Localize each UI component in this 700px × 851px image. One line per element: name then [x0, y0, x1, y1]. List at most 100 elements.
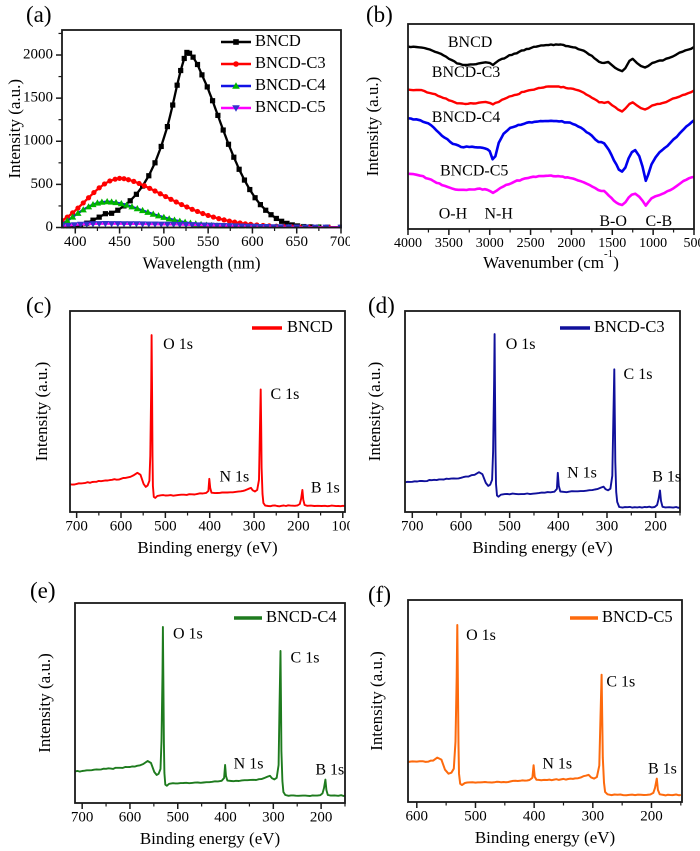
panel-e-chart: 700 600 500 400 300 200 Binding energy (eV) Int…: [35, 602, 346, 848]
panel-f-xtick-400: 400: [523, 809, 546, 825]
panel-b-annotation-6: B-O: [599, 213, 627, 230]
panel-c-series-BNCD: [69, 334, 346, 508]
panel-d-xtick-300: 300: [596, 519, 619, 535]
panel-a-xtick-700: 700: [330, 234, 350, 250]
panel-b-series-BNCD-C4: [407, 117, 695, 183]
panel-e-frame: [74, 602, 346, 804]
panel-e-xtick-400: 400: [214, 810, 237, 826]
svg-text:BNCD-C4: BNCD-C4: [266, 607, 337, 626]
panel-d-legend-item-0: BNCD-C3: [560, 317, 665, 336]
svg-text:BNCD-C5: BNCD-C5: [602, 607, 673, 626]
panel-f-frame: [407, 599, 683, 803]
panel-b-xtick-500: 500: [684, 236, 700, 251]
panel-c-xtick-100: 100: [332, 519, 350, 535]
panel-a-letter: (a): [26, 2, 52, 27]
panel-a-legend-item-1: BNCD-C3: [221, 53, 326, 72]
panel-b-annotation-7: C-B: [646, 213, 673, 230]
panel-a-series-BNCD-C5: [61, 221, 342, 229]
panel-a-xtick-400: 400: [64, 234, 87, 250]
panel-f-annotation-3: B 1s: [648, 760, 677, 777]
panel-c-chart: 700 600 500 400 300 200 100 Binding energy (eV)…: [32, 310, 350, 557]
panel-d-xtick-700: 700: [401, 519, 424, 535]
panel-c-annotation-3: B 1s: [311, 480, 340, 497]
panel-c-xtick-500: 500: [154, 519, 177, 535]
panel-c-xtick-700: 700: [65, 519, 88, 535]
panel-e-letter: (e): [30, 578, 56, 603]
panel-a-ytick-1500: 1500: [23, 90, 53, 106]
panel-c-frame: [69, 310, 346, 513]
panel-e-legend-item-0: BNCD-C4: [234, 607, 337, 626]
panel-b-xlabel: Wavenumber (cm-1): [483, 248, 619, 272]
panel-e-annotation-1: C 1s: [291, 650, 320, 667]
panel-e-annotation-0: O 1s: [173, 626, 203, 643]
panel-e-ylabel: Intensity (a.u.): [35, 653, 54, 753]
panel-d-xtick-400: 400: [547, 519, 570, 535]
svg-text:BNCD: BNCD: [287, 317, 333, 336]
panel-c: (c) 700 600 500 400 300 200 100 Binding energy …: [0, 285, 350, 570]
panel-e-xtick-200: 200: [310, 810, 333, 826]
panel-b-ylabel: Intensity (a.u.): [363, 77, 382, 177]
panel-c-legend-item-0: BNCD: [252, 317, 333, 336]
panel-b-xtick-4000: 4000: [394, 236, 422, 251]
panel-f-legend-item-0: BNCD-C5: [570, 607, 673, 626]
panel-a-legend-item-3: BNCD-C5: [221, 97, 326, 116]
panel-d-xtick-600: 600: [450, 519, 473, 535]
panel-f-xlabel: Binding energy (eV): [475, 828, 615, 847]
panel-f-xtick-600: 600: [406, 809, 429, 825]
panel-f-ylabel: Intensity (a.u.): [367, 651, 386, 751]
panel-b-series-BNCD-C3: [407, 85, 695, 113]
panel-c-annotation-0: O 1s: [163, 336, 193, 353]
svg-text:BNCD-C5: BNCD-C5: [255, 97, 326, 116]
panel-e: (e) 700 600 500 400 300 200 Binding energy (eV…: [0, 570, 350, 851]
panel-b-xtick-3500: 3500: [435, 236, 463, 251]
panel-f-series-BNCD-C5: [407, 624, 682, 797]
panel-c-xtick-400: 400: [198, 519, 221, 535]
panel-b-xtick-2000: 2000: [557, 236, 585, 251]
panel-d-ylabel: Intensity (a.u.): [365, 362, 384, 462]
panel-a-ytick-1000: 1000: [23, 133, 53, 149]
panel-a-xtick-650: 650: [285, 234, 308, 250]
panel-d-annotation-2: N 1s: [567, 464, 597, 481]
panel-c-letter: (c): [26, 293, 52, 318]
panel-f: (f) 600 500 400 300 200 Binding energy (eV) In…: [350, 570, 700, 851]
panel-d: (d) 700 600 500 400 300 200 Binding energy (eV…: [350, 285, 700, 570]
panel-d-xtick-200: 200: [644, 519, 667, 535]
panel-b-series-BNCD-C5: [407, 172, 695, 207]
panel-a-ytick-2000: 2000: [23, 46, 53, 62]
panel-d-annotation-3: B 1s: [652, 469, 681, 486]
panel-e-xtick-700: 700: [71, 810, 94, 826]
panel-b-annotation-4: O-H: [439, 205, 468, 222]
panel-a-xtick-600: 600: [241, 234, 264, 250]
panel-c-xtick-200: 200: [287, 519, 310, 535]
panel-a-chart: 400 450 500 550 600 650 700 0 500 1000 1500 2000 Wav…: [5, 29, 350, 273]
panel-b-annotation-3: BNCD-C5: [440, 162, 508, 179]
panel-a-ylabel: Intensity (a.u.): [5, 79, 24, 179]
panel-c-xtick-600: 600: [110, 519, 133, 535]
panel-b: (b) 4000 3500 3000 2500 2000 1500 1000 500 Waven…: [350, 0, 700, 285]
panel-d-xlabel: Binding energy (eV): [472, 538, 612, 557]
panel-f-annotation-1: C 1s: [606, 673, 635, 690]
panel-b-xtick-1500: 1500: [598, 236, 626, 251]
panel-a-xtick-500: 500: [153, 234, 176, 250]
panel-e-xtick-500: 500: [166, 810, 189, 826]
panel-a-legend-item-0: BNCD: [221, 31, 301, 50]
panel-f-annotation-2: N 1s: [542, 755, 572, 772]
panel-b-xtick-2500: 2500: [517, 236, 545, 251]
panel-e-annotation-2: N 1s: [234, 756, 264, 773]
panel-c-xlabel: Binding energy (eV): [137, 538, 277, 557]
panel-a-ytick-500: 500: [31, 176, 54, 192]
panel-b-letter: (b): [366, 2, 393, 27]
svg-text:BNCD-C4: BNCD-C4: [255, 75, 326, 94]
panel-b-xtick-1000: 1000: [639, 236, 667, 251]
panel-b-xtick-3000: 3000: [476, 236, 504, 251]
panel-d-annotation-0: O 1s: [506, 336, 536, 353]
svg-text:BNCD-C3: BNCD-C3: [594, 317, 665, 336]
panel-e-xlabel: Binding energy (eV): [140, 829, 280, 848]
panel-d-xtick-500: 500: [498, 519, 521, 535]
panel-b-annotation-0: BNCD: [448, 34, 492, 51]
panel-b-annotation-1: BNCD-C3: [432, 64, 500, 81]
panel-a-legend-item-2: BNCD-C4: [221, 75, 326, 94]
panel-e-annotation-3: B 1s: [315, 762, 344, 779]
panel-f-xtick-200: 200: [640, 809, 663, 825]
